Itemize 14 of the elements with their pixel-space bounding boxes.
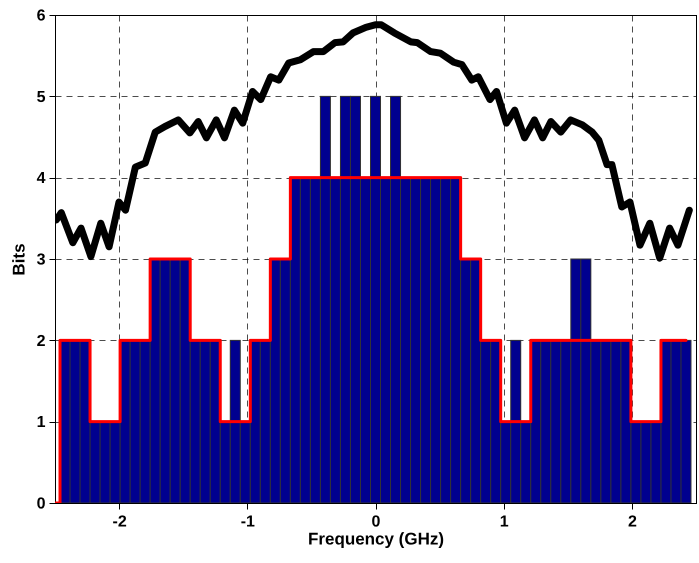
y-axis-title: Bits — [10, 243, 29, 276]
y-tick-label: 0 — [36, 496, 46, 512]
x-axis-title: Frequency (GHz) — [308, 530, 444, 548]
y-tick-label: 4 — [36, 170, 46, 188]
y-tick-label: 3 — [36, 252, 46, 268]
x-tick-label: -1 — [240, 514, 256, 530]
x-tick-label: 2 — [628, 514, 637, 530]
x-tick-label: 1 — [500, 514, 509, 530]
y-tick-label: 5 — [36, 88, 46, 106]
x-tick-label: 0 — [372, 514, 381, 530]
y-tick-label: 6 — [36, 8, 46, 24]
x-tick-label: -2 — [112, 514, 127, 530]
y-tick-label: 1 — [36, 414, 46, 432]
y-tick-label: 2 — [36, 332, 46, 350]
